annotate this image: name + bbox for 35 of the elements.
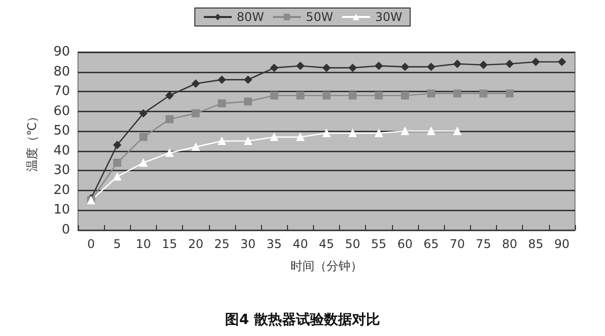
legend-label: 30W [375, 10, 402, 24]
x-tick-label: 5 [113, 237, 122, 251]
y-tick-label: 0 [62, 222, 70, 238]
x-axis-title: 时间（分钟） [290, 259, 362, 273]
y-tick-label: 90 [53, 44, 70, 60]
x-tick-label: 25 [214, 237, 230, 251]
x-tick-label: 85 [528, 237, 544, 251]
text: 图4 散热器试验数据对比 [225, 312, 380, 328]
x-tick-label: 30 [240, 237, 256, 251]
y-tick-label: 50 [53, 124, 70, 139]
x-tick-label: 65 [423, 237, 439, 251]
y-tick-label: 60 [53, 104, 70, 119]
x-tick-label: 90 [554, 237, 570, 251]
x-tick-label: 50 [345, 237, 360, 251]
x-tick-label: 40 [292, 237, 308, 251]
x-tick-label: 80 [502, 237, 518, 251]
x-tick-label: 55 [371, 237, 386, 251]
y-tick-label: 20 [53, 182, 70, 198]
y-tick-label: 10 [53, 202, 70, 218]
legend-label: 50W [306, 10, 334, 24]
y-axis-title: 温度（℃） [25, 110, 39, 172]
x-tick-label: 45 [318, 237, 334, 251]
y-tick-label: 70 [53, 84, 70, 100]
x-tick-label: 60 [397, 237, 413, 251]
x-tick-label: 70 [450, 237, 465, 251]
x-tick-label: 20 [188, 237, 204, 251]
y-tick-label: 40 [53, 143, 70, 158]
y-tick-label: 30 [53, 163, 70, 178]
x-tick-label: 10 [136, 237, 152, 251]
x-tick-label: 75 [476, 237, 492, 251]
legend-label: 80W [236, 10, 264, 24]
x-tick-label: 15 [162, 237, 178, 251]
x-tick-label: 0 [87, 237, 95, 251]
y-tick-label: 80 [53, 64, 70, 80]
x-tick-label: 35 [266, 237, 282, 251]
